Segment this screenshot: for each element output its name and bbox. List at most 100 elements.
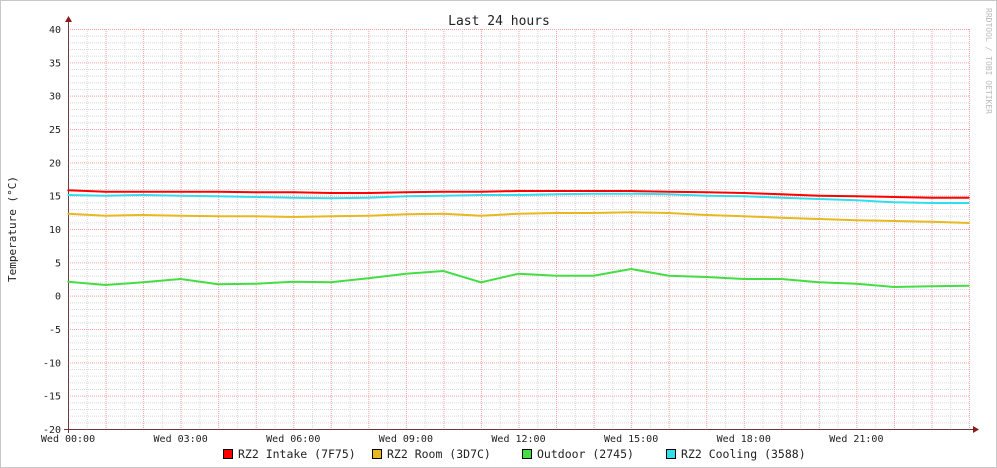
data-point <box>555 193 557 196</box>
data-point <box>405 213 407 216</box>
data-point <box>968 202 970 204</box>
data-point <box>142 214 144 216</box>
legend-swatch <box>666 449 676 459</box>
data-point <box>630 268 632 270</box>
data-point <box>893 220 895 222</box>
y-tick-label: -20 <box>43 425 61 436</box>
data-point <box>480 214 482 217</box>
legend-label: Outdoor (2745) <box>537 447 634 461</box>
data-point <box>292 196 295 199</box>
legend-item: RZ2 Intake (7F75) <box>223 447 356 461</box>
data-point <box>254 215 257 218</box>
data-point <box>104 284 107 286</box>
data-point <box>930 202 933 204</box>
y-tick-label: 0 <box>55 292 61 303</box>
data-point <box>630 192 632 195</box>
data-point <box>555 274 557 277</box>
data-point <box>667 193 670 196</box>
data-point <box>780 193 783 196</box>
data-point <box>705 214 708 216</box>
data-point <box>592 190 595 192</box>
data-point <box>442 190 445 193</box>
data-point <box>367 214 370 217</box>
data-point <box>742 195 745 198</box>
data-point <box>329 197 332 200</box>
data-point <box>517 190 520 192</box>
axes <box>64 16 979 433</box>
data-point <box>780 278 783 280</box>
y-tick-label: -5 <box>49 325 61 336</box>
data-point <box>930 220 933 223</box>
data-point <box>179 278 182 280</box>
data-point <box>742 278 745 280</box>
y-tick-label: 30 <box>49 92 61 103</box>
data-point <box>555 190 557 192</box>
data-point <box>667 212 670 214</box>
data-point <box>667 190 670 193</box>
y-tick-label: 5 <box>55 258 61 269</box>
data-point <box>968 284 970 287</box>
data-point <box>292 280 295 283</box>
legend-swatch <box>372 449 382 459</box>
legend-swatch <box>223 449 233 459</box>
data-point <box>405 191 407 194</box>
data-point <box>818 194 820 197</box>
data-point <box>517 212 520 215</box>
data-point <box>442 212 445 215</box>
data-point <box>705 194 708 197</box>
data-point <box>179 214 182 217</box>
data-point <box>442 194 445 197</box>
data-point <box>742 192 745 194</box>
data-point <box>968 196 970 199</box>
data-point <box>630 190 632 192</box>
legend-item: RZ2 Cooling (3588) <box>666 447 806 461</box>
data-point <box>329 281 332 284</box>
data-point <box>818 281 820 284</box>
data-point <box>405 272 407 275</box>
data-point <box>367 196 370 199</box>
data-point <box>893 286 895 288</box>
data-point <box>855 282 858 285</box>
legend-label: RZ2 Room (3D7C) <box>387 447 491 461</box>
data-point <box>254 191 257 194</box>
x-tick-label: Wed 12:00 <box>491 434 545 445</box>
data-point <box>517 194 520 196</box>
data-point <box>405 195 407 198</box>
data-point <box>217 195 219 198</box>
data-point <box>742 215 745 218</box>
data-point <box>517 272 520 275</box>
data-point <box>179 190 182 193</box>
data-point <box>930 196 933 199</box>
data-point <box>292 191 295 194</box>
watermark: RRDTOOL / TOBI OETIKER <box>984 8 993 114</box>
data-point <box>217 215 219 218</box>
grid <box>68 29 970 430</box>
data-point <box>780 196 783 199</box>
data-point <box>254 196 257 198</box>
data-point <box>592 192 595 195</box>
data-point <box>630 211 632 214</box>
data-point <box>67 280 69 283</box>
y-tick-label: -10 <box>43 358 61 369</box>
legend-swatch <box>522 449 532 459</box>
x-tick-label: Wed 03:00 <box>154 434 208 445</box>
legend-label: RZ2 Intake (7F75) <box>238 447 356 461</box>
y-tick-label: 40 <box>49 25 61 36</box>
x-tick-label: Wed 00:00 <box>41 434 95 445</box>
data-point <box>142 281 144 284</box>
data-point <box>818 218 820 220</box>
data-point <box>930 285 933 288</box>
data-point <box>67 194 69 196</box>
data-point <box>67 212 69 215</box>
data-point <box>367 192 370 194</box>
data-point <box>329 215 332 218</box>
data-point <box>893 201 895 204</box>
data-point <box>480 194 482 196</box>
series-lines <box>67 189 970 289</box>
y-tick-label: 20 <box>49 158 61 169</box>
data-point <box>104 214 107 217</box>
x-axis-arrow <box>973 426 979 433</box>
data-point <box>329 192 332 194</box>
